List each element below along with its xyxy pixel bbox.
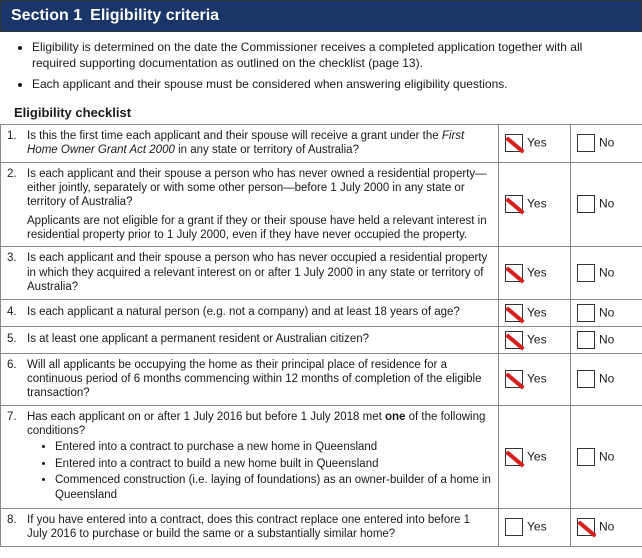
question-sublist: Entered into a contract to purchase a ne…	[27, 440, 492, 502]
no-label: No	[599, 305, 614, 319]
yes-checkbox[interactable]	[505, 448, 523, 466]
checklist-row: 8.If you have entered into a contract, d…	[1, 508, 642, 546]
question-cell: 8.If you have entered into a contract, d…	[1, 508, 499, 546]
question-subitem: Commenced construction (i.e. laying of f…	[55, 473, 492, 502]
question-text: Is each applicant a natural person (e.g.…	[23, 305, 492, 319]
question-number: 8.	[7, 513, 23, 542]
question-text: Is each applicant and their spouse a per…	[23, 251, 492, 294]
checklist-row: 3.Is each applicant and their spouse a p…	[1, 247, 642, 299]
no-label: No	[599, 332, 614, 346]
yes-label: Yes	[527, 520, 547, 534]
answer-no-cell: No	[571, 508, 642, 546]
answer-yes-cell: Yes	[499, 124, 571, 162]
no-label: No	[599, 136, 614, 150]
answer-no-cell: No	[571, 247, 642, 299]
yes-label: Yes	[527, 332, 547, 346]
answer-yes-cell: Yes	[499, 508, 571, 546]
yes-label: Yes	[527, 305, 547, 319]
question-number: 5.	[7, 332, 23, 346]
question-cell: 1.Is this the first time each applicant …	[1, 124, 499, 162]
yes-checkbox[interactable]	[505, 134, 523, 152]
answer-no-cell: No	[571, 162, 642, 247]
question-text: Is each applicant and their spouse a per…	[23, 167, 492, 243]
section-header: Section 1 Eligibility criteria	[0, 0, 642, 32]
yes-checkbox[interactable]	[505, 195, 523, 213]
question-subitem: Entered into a contract to build a new h…	[55, 457, 492, 471]
answer-yes-cell: Yes	[499, 162, 571, 247]
question-italic: First Home Owner Grant Act 2000	[27, 130, 464, 156]
no-checkbox[interactable]	[577, 264, 595, 282]
answer-no-cell: No	[571, 326, 642, 353]
question-number: 6.	[7, 358, 23, 401]
answer-yes-cell: Yes	[499, 326, 571, 353]
checklist-row: 1.Is this the first time each applicant …	[1, 124, 642, 162]
question-text: If you have entered into a contract, doe…	[23, 513, 492, 542]
question-cell: 7.Has each applicant on or after 1 July …	[1, 405, 499, 508]
question-bold: one	[385, 411, 405, 423]
answer-yes-cell: Yes	[499, 353, 571, 405]
yes-label: Yes	[527, 372, 547, 386]
yes-checkbox[interactable]	[505, 304, 523, 322]
question-number: 7.	[7, 410, 23, 504]
checklist-row: 5.Is at least one applicant a permanent …	[1, 326, 642, 353]
question-text: Is at least one applicant a permanent re…	[23, 332, 492, 346]
question-text: Will all applicants be occupying the hom…	[23, 358, 492, 401]
question-subitem: Entered into a contract to purchase a ne…	[55, 440, 492, 454]
yes-checkbox[interactable]	[505, 264, 523, 282]
answer-yes-cell: Yes	[499, 247, 571, 299]
no-label: No	[599, 449, 614, 463]
checklist-heading: Eligibility checklist	[0, 103, 642, 124]
no-label: No	[599, 265, 614, 279]
answer-yes-cell: Yes	[499, 405, 571, 508]
no-checkbox[interactable]	[577, 195, 595, 213]
question-text: Has each applicant on or after 1 July 20…	[23, 410, 492, 504]
yes-checkbox[interactable]	[505, 331, 523, 349]
no-checkbox[interactable]	[577, 304, 595, 322]
question-text: Is this the first time each applicant an…	[23, 129, 492, 158]
answer-no-cell: No	[571, 405, 642, 508]
answer-yes-cell: Yes	[499, 299, 571, 326]
yes-label: Yes	[527, 136, 547, 150]
yes-label: Yes	[527, 197, 547, 211]
no-checkbox[interactable]	[577, 448, 595, 466]
yes-checkbox[interactable]	[505, 518, 523, 536]
no-label: No	[599, 372, 614, 386]
no-label: No	[599, 520, 614, 534]
no-label: No	[599, 197, 614, 211]
checklist-row: 2.Is each applicant and their spouse a p…	[1, 162, 642, 247]
intro-bullet: Eligibility is determined on the date th…	[32, 40, 628, 71]
checklist-row: 6.Will all applicants be occupying the h…	[1, 353, 642, 405]
question-cell: 2.Is each applicant and their spouse a p…	[1, 162, 499, 247]
question-number: 2.	[7, 167, 23, 243]
intro-bullet: Each applicant and their spouse must be …	[32, 77, 628, 93]
yes-label: Yes	[527, 449, 547, 463]
yes-checkbox[interactable]	[505, 370, 523, 388]
section-title: Eligibility criteria	[90, 7, 219, 24]
question-cell: 5.Is at least one applicant a permanent …	[1, 326, 499, 353]
checklist-row: 4.Is each applicant a natural person (e.…	[1, 299, 642, 326]
answer-no-cell: No	[571, 299, 642, 326]
question-number: 3.	[7, 251, 23, 294]
intro-block: Eligibility is determined on the date th…	[0, 32, 642, 103]
question-number: 1.	[7, 129, 23, 158]
answer-no-cell: No	[571, 353, 642, 405]
checklist-row: 7.Has each applicant on or after 1 July …	[1, 405, 642, 508]
eligibility-checklist-table: 1.Is this the first time each applicant …	[0, 124, 642, 547]
question-cell: 3.Is each applicant and their spouse a p…	[1, 247, 499, 299]
yes-label: Yes	[527, 265, 547, 279]
question-cell: 4.Is each applicant a natural person (e.…	[1, 299, 499, 326]
answer-no-cell: No	[571, 124, 642, 162]
no-checkbox[interactable]	[577, 370, 595, 388]
question-note: Applicants are not eligible for a grant …	[27, 214, 492, 243]
question-number: 4.	[7, 305, 23, 319]
question-cell: 6.Will all applicants be occupying the h…	[1, 353, 499, 405]
no-checkbox[interactable]	[577, 134, 595, 152]
no-checkbox[interactable]	[577, 331, 595, 349]
section-number: Section 1	[11, 7, 82, 24]
no-checkbox[interactable]	[577, 518, 595, 536]
